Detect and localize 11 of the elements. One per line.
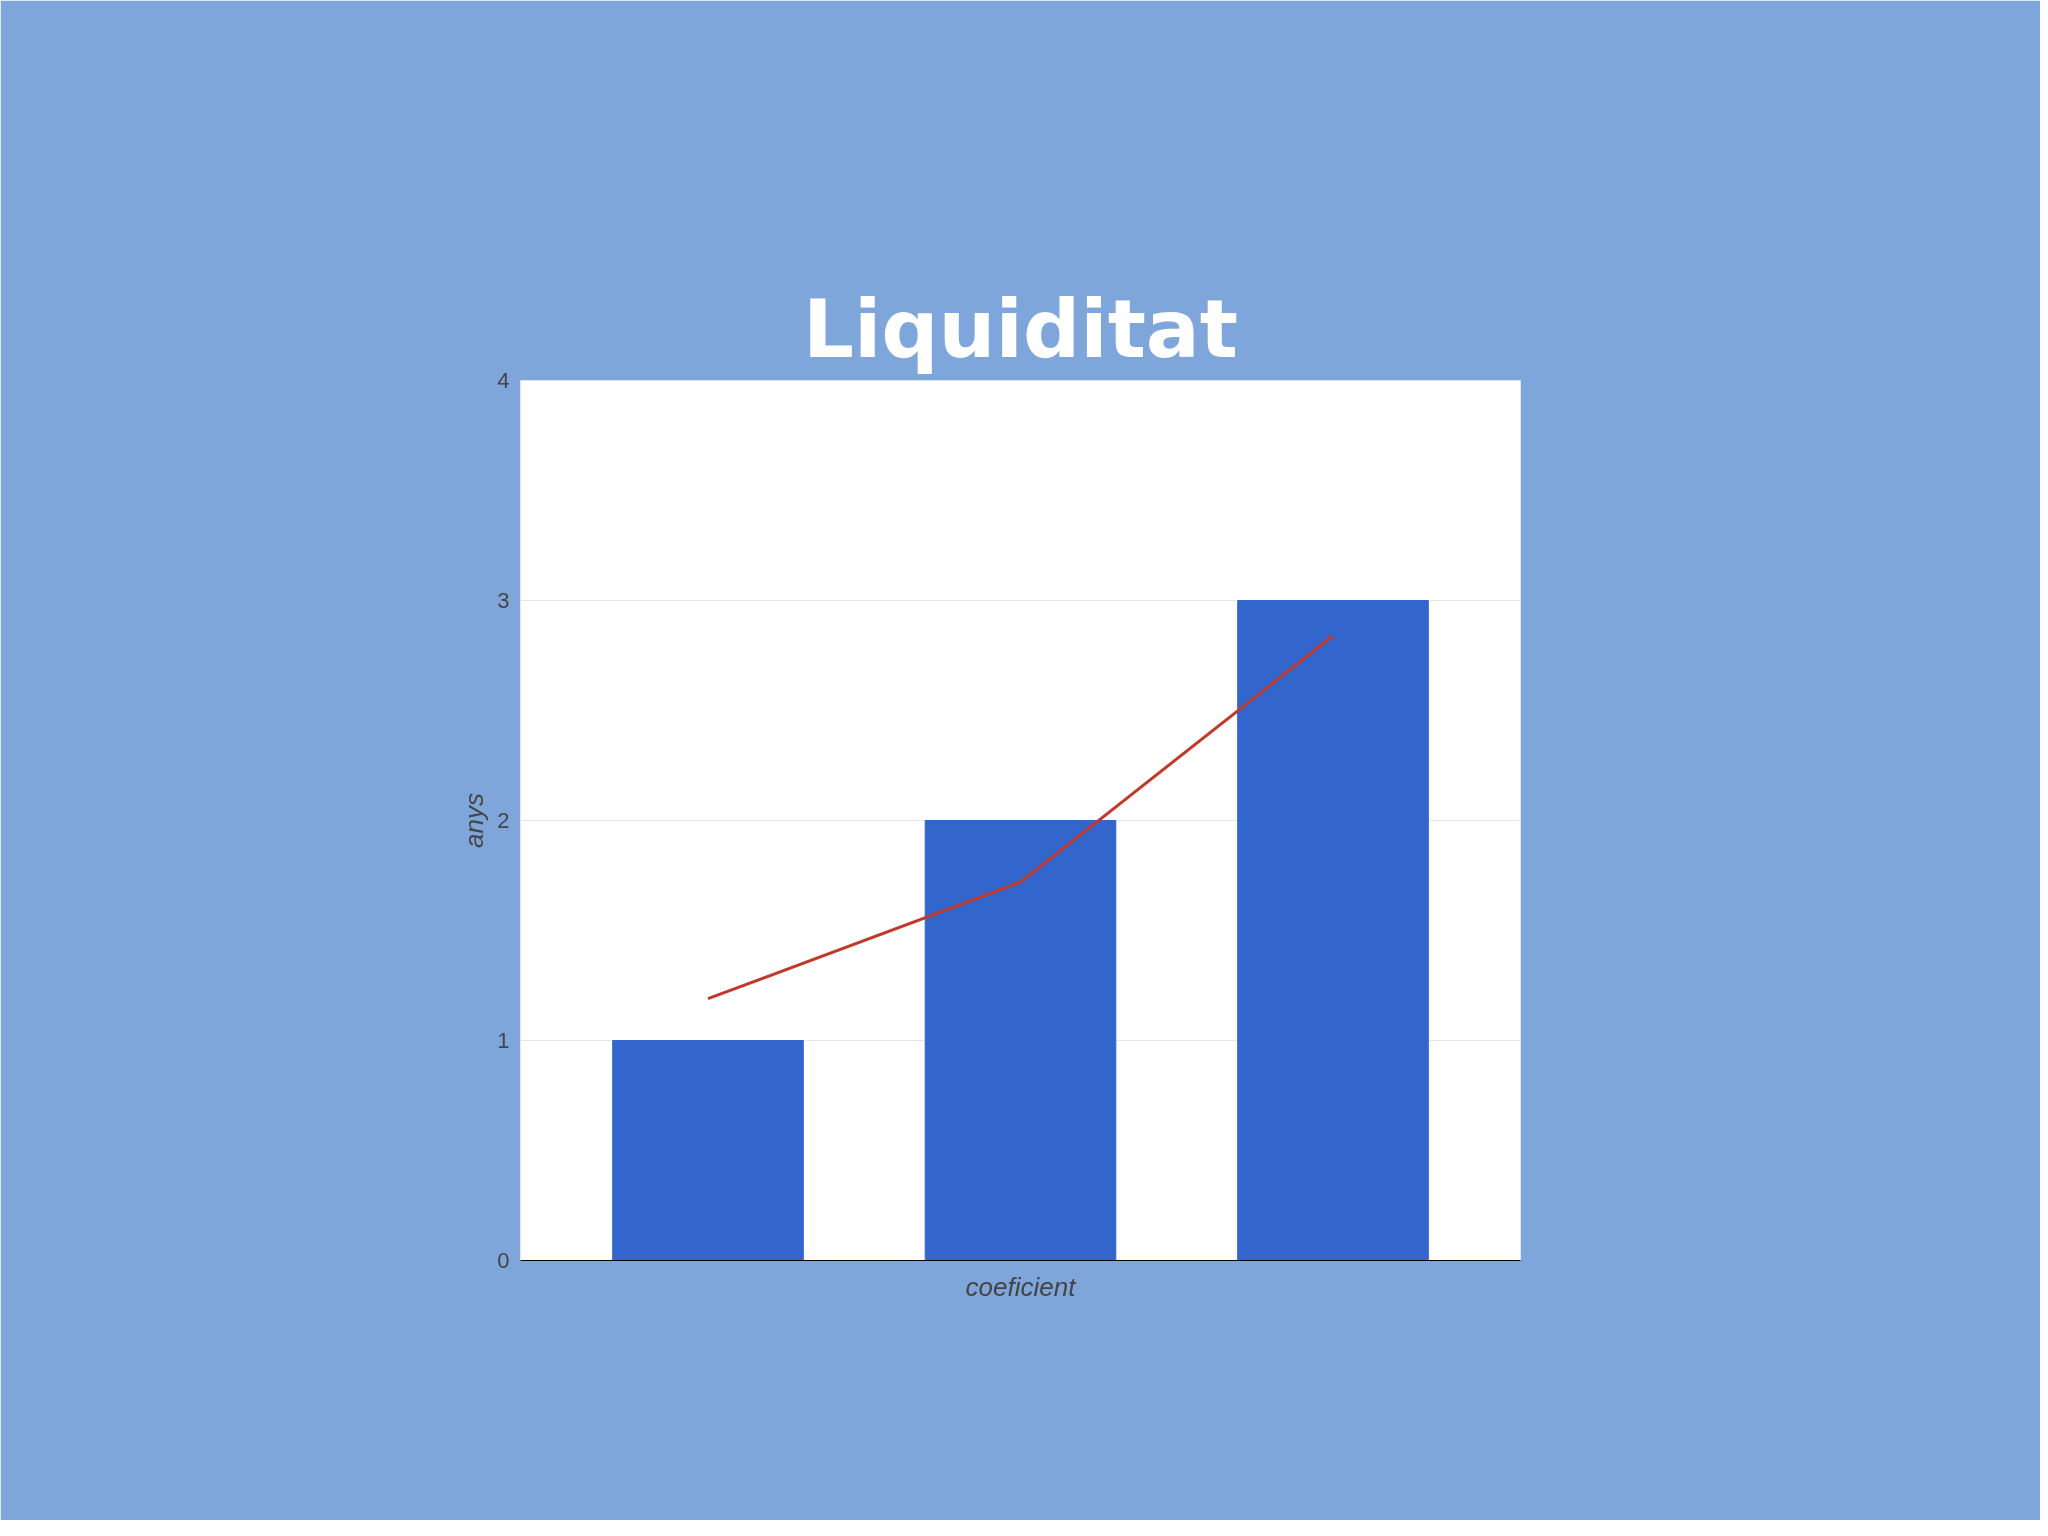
y-tick-label: 2: [497, 808, 510, 833]
chart-title: Liquiditat: [802, 282, 1239, 376]
bar: [612, 1040, 804, 1261]
bar: [1237, 600, 1429, 1261]
y-tick-label: 3: [497, 588, 510, 613]
y-tick-label: 4: [497, 368, 510, 393]
y-tick-label: 1: [497, 1028, 510, 1053]
y-axis-title: anys: [459, 793, 490, 848]
x-axis-title: coeficient: [965, 1271, 1078, 1302]
bar: [924, 820, 1117, 1261]
y-tick-label: 0: [497, 1248, 510, 1273]
